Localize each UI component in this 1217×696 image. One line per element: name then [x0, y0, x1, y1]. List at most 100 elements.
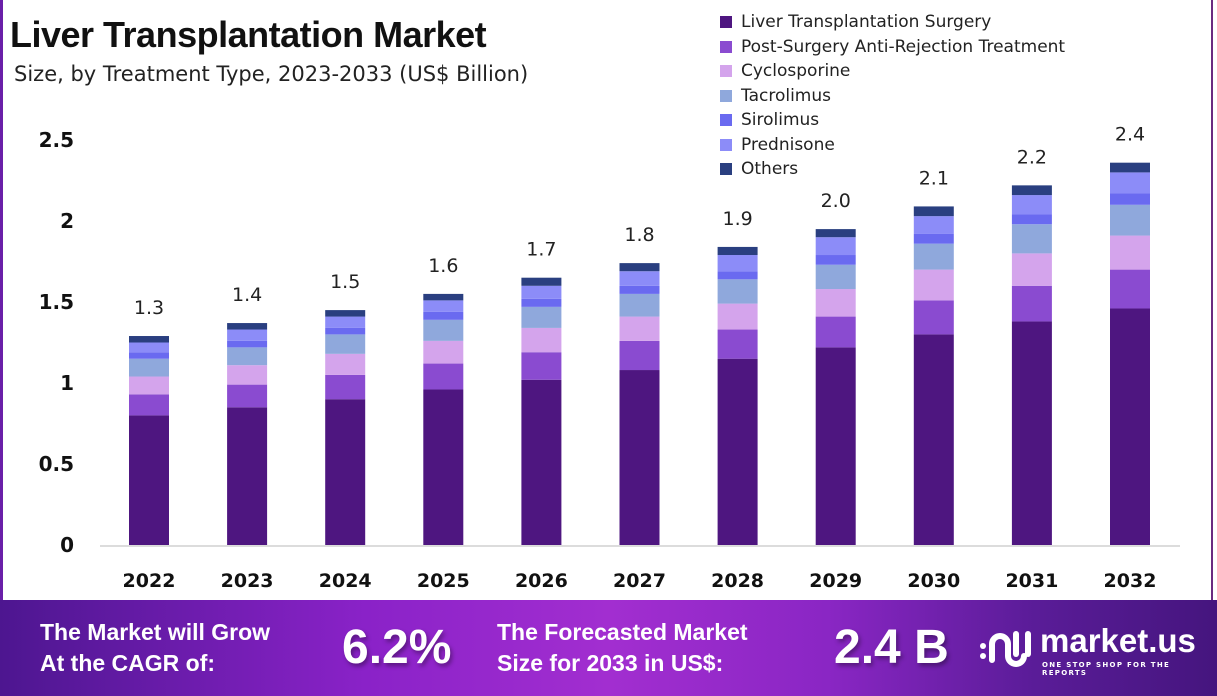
- x-tick-label: 2023: [221, 570, 274, 592]
- chart-title: Liver Transplantation Market: [10, 14, 487, 55]
- x-tick-label: 2028: [711, 570, 764, 592]
- bar-segment-cyclosporine-2032: [1110, 235, 1150, 270]
- chart-frame: [0, 0, 1213, 600]
- bar-segment-cyclosporine-2025: [423, 340, 464, 364]
- bar-segment-cyclosporine-2029: [815, 289, 856, 317]
- logo-name: market.us: [1040, 622, 1196, 659]
- legend-label: Sirolimus: [741, 110, 820, 131]
- bar-segment-prednisone-2031: [1011, 195, 1052, 215]
- cagr-label-line1: The Market will Grow: [40, 619, 271, 645]
- bar-segment-liver-transplantation-surgery-2030: [913, 334, 954, 545]
- bar-segment-others-2026: [521, 277, 562, 286]
- bar-segment-liver-transplantation-surgery-2026: [521, 379, 562, 545]
- legend-label: Post-Surgery Anti-Rejection Treatment: [741, 36, 1066, 57]
- market-us-logo-icon: [980, 631, 1031, 667]
- legend-swatch: [720, 65, 732, 78]
- legend: Liver Transplantation Surgery Post-Surger…: [720, 10, 1065, 182]
- x-tick-label: 2029: [809, 570, 862, 592]
- bar-segment-others-2023: [227, 323, 268, 330]
- bar-segment-cyclosporine-2031: [1011, 253, 1052, 286]
- bar-segment-sirolimus-2032: [1110, 193, 1150, 205]
- legend-item: Cyclosporine: [720, 59, 1065, 84]
- bar-segment-liver-transplantation-surgery-2023: [227, 407, 268, 545]
- bar-segment-others-2030: [913, 206, 954, 217]
- legend-item: Others: [720, 157, 1065, 182]
- forecast-label: The Forecasted Market Size for 2033 in U…: [497, 617, 748, 679]
- legend-item: Tacrolimus: [720, 84, 1065, 109]
- bar-segment-others-2028: [717, 246, 758, 256]
- bar-segment-prednisone-2032: [1110, 172, 1150, 194]
- bar-segment-post-surgery-anti-rejection-treatment-2032: [1110, 269, 1150, 309]
- y-tick-label: 0: [60, 533, 74, 557]
- stacked-bar-chart: 0 0.5 1 1.5 2 2.5 1.3 2022 1.4 2023 1.5 2024 1.6 2025…: [39, 124, 1180, 592]
- bar-segment-post-surgery-anti-rejection-treatment-2030: [913, 300, 954, 335]
- bar-segment-tacrolimus-2028: [717, 279, 758, 304]
- legend-swatch: [720, 89, 732, 102]
- y-tick-label: 2.5: [39, 128, 74, 152]
- bar-segment-post-surgery-anti-rejection-treatment-2025: [423, 363, 464, 390]
- bar-segment-others-2025: [423, 293, 464, 301]
- y-tick-label: 0.5: [39, 452, 74, 476]
- cagr-label-line2: At the CAGR of:: [40, 650, 216, 676]
- bar-segment-sirolimus-2024: [325, 327, 366, 335]
- bar-total-label: 1.8: [624, 224, 654, 246]
- legend-label: Cyclosporine: [741, 61, 851, 82]
- bar-segment-others-2031: [1011, 185, 1052, 196]
- cagr-value: 6.2%: [342, 621, 452, 674]
- bar-segment-tacrolimus-2029: [815, 264, 856, 290]
- chart-subtitle: Size, by Treatment Type, 2023-2033 (US$ …: [14, 62, 529, 86]
- bar-segment-cyclosporine-2023: [227, 365, 268, 385]
- bar-segment-sirolimus-2029: [815, 255, 856, 265]
- bar-segment-tacrolimus-2022: [129, 358, 169, 377]
- legend-item: Sirolimus: [720, 108, 1065, 133]
- bar-segment-sirolimus-2022: [129, 352, 169, 359]
- bar-total-label: 2.2: [1017, 146, 1047, 168]
- bar-total-label: 2.0: [821, 190, 851, 212]
- bar-segment-others-2024: [325, 310, 366, 317]
- bar-segment-sirolimus-2023: [227, 340, 268, 348]
- bar-segment-prednisone-2027: [619, 271, 660, 286]
- bar-segment-sirolimus-2031: [1011, 214, 1052, 225]
- bar-total-label: 1.6: [428, 255, 458, 277]
- bar-segment-cyclosporine-2030: [913, 269, 954, 301]
- bar-total-label: 1.3: [134, 297, 164, 319]
- legend-item: Prednisone: [720, 133, 1065, 158]
- legend-swatch: [720, 138, 732, 151]
- bar-segment-tacrolimus-2023: [227, 347, 268, 366]
- bar-total-label: 1.7: [526, 239, 556, 261]
- cagr-label: The Market will Grow At the CAGR of:: [40, 617, 270, 679]
- bar-segment-tacrolimus-2031: [1011, 224, 1052, 254]
- legend-swatch: [720, 163, 732, 176]
- bar-total-label: 1.5: [330, 271, 360, 293]
- legend-item: Post-Surgery Anti-Rejection Treatment: [720, 35, 1065, 60]
- bar-segment-prednisone-2028: [717, 255, 758, 272]
- bar-segment-tacrolimus-2032: [1110, 204, 1150, 236]
- forecast-label-line2: Size for 2033 in US$:: [497, 650, 724, 676]
- bar-segment-post-surgery-anti-rejection-treatment-2029: [815, 316, 856, 348]
- bar-segment-post-surgery-anti-rejection-treatment-2026: [521, 352, 562, 380]
- bar-segment-liver-transplantation-surgery-2029: [815, 347, 856, 545]
- footer-banner: The Market will Grow At the CAGR of: 6.2…: [0, 600, 1217, 696]
- bar-segment-sirolimus-2028: [717, 271, 758, 280]
- bar-segment-prednisone-2023: [227, 329, 268, 341]
- bar-segment-liver-transplantation-surgery-2022: [129, 415, 169, 545]
- bar-segment-liver-transplantation-surgery-2032: [1110, 308, 1150, 545]
- bar-segment-others-2029: [815, 229, 856, 238]
- x-tick-label: 2032: [1104, 570, 1157, 592]
- bar-segment-post-surgery-anti-rejection-treatment-2024: [325, 374, 366, 400]
- bar-segment-sirolimus-2026: [521, 298, 562, 307]
- x-tick-label: 2022: [123, 570, 176, 592]
- bar-segment-prednisone-2029: [815, 237, 856, 256]
- bar-segment-cyclosporine-2027: [619, 316, 660, 341]
- bar-segment-liver-transplantation-surgery-2025: [423, 389, 464, 545]
- bar-segment-post-surgery-anti-rejection-treatment-2023: [227, 384, 268, 408]
- legend-swatch: [720, 40, 732, 53]
- bar-segment-prednisone-2025: [423, 300, 464, 312]
- bar-segment-prednisone-2026: [521, 285, 562, 299]
- bar-segment-tacrolimus-2026: [521, 306, 562, 328]
- bar-segment-liver-transplantation-surgery-2031: [1011, 321, 1052, 545]
- legend-swatch: [720, 16, 732, 29]
- bar-segment-sirolimus-2027: [619, 285, 660, 294]
- x-tick-label: 2031: [1005, 570, 1058, 592]
- bar-segment-others-2027: [619, 263, 660, 272]
